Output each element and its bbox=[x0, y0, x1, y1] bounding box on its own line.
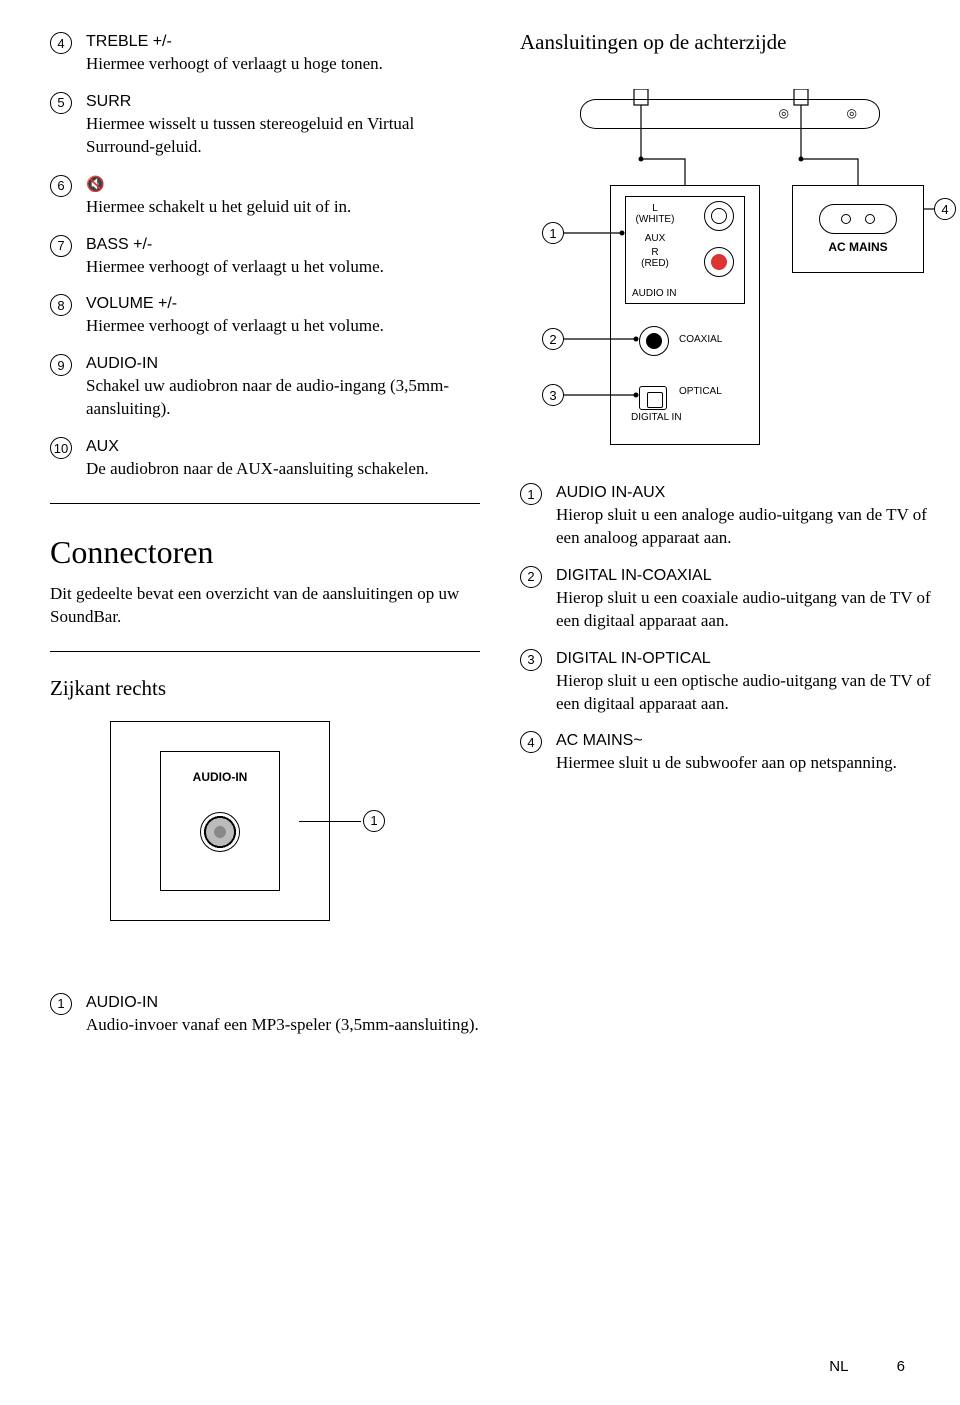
item-number: 2 bbox=[520, 566, 542, 588]
back-panel-diagram: ◎ ◎ L (WHITE) bbox=[520, 81, 940, 461]
item-desc: Schakel uw audiobron naar de audio-ingan… bbox=[86, 376, 449, 418]
list-item: 4 AC MAINS~ Hiermee sluit u de subwoofer… bbox=[520, 729, 940, 775]
rca-white-icon bbox=[704, 201, 734, 231]
back-connectors-list: 1 AUDIO IN-AUX Hierop sluit u een analog… bbox=[520, 481, 940, 775]
item-number: 7 bbox=[50, 235, 72, 257]
aux-label: AUX bbox=[645, 233, 666, 244]
callout-number: 3 bbox=[542, 384, 564, 406]
item-title: DIGITAL IN-OPTICAL bbox=[556, 650, 711, 667]
r-label: R bbox=[651, 247, 658, 258]
mute-icon: 🔇 bbox=[86, 176, 105, 193]
item-title: DIGITAL IN-COAXIAL bbox=[556, 567, 712, 584]
divider bbox=[50, 503, 480, 504]
item-number: 3 bbox=[520, 649, 542, 671]
item-title: AUDIO IN-AUX bbox=[556, 484, 665, 501]
heading-back-connections: Aansluitingen op de achterzijde bbox=[520, 30, 940, 55]
list-item: 2 DIGITAL IN-COAXIAL Hierop sluit u een … bbox=[520, 564, 940, 633]
callout-number: 1 bbox=[363, 810, 385, 832]
white-label: (WHITE) bbox=[636, 214, 675, 225]
list-item: 6 🔇 Hiermee schakelt u het geluid uit of… bbox=[50, 173, 480, 219]
heading-connectoren: Connectoren bbox=[50, 534, 480, 571]
list-item: 1 AUDIO IN-AUX Hierop sluit u een analog… bbox=[520, 481, 940, 550]
item-number: 9 bbox=[50, 354, 72, 376]
item-desc: Hierop sluit u een analoge audio-uitgang… bbox=[556, 505, 927, 547]
item-number: 4 bbox=[520, 731, 542, 753]
footer-lang: NL bbox=[829, 1358, 848, 1375]
list-item: 9 AUDIO-IN Schakel uw audiobron naar de … bbox=[50, 352, 480, 421]
item-number: 5 bbox=[50, 92, 72, 114]
divider bbox=[50, 651, 480, 652]
item-title: TREBLE +/- bbox=[86, 33, 172, 50]
item-title: AUX bbox=[86, 438, 119, 455]
list-item: 8 VOLUME +/- Hiermee verhoogt of verlaag… bbox=[50, 292, 480, 338]
audio-in-jack-box: AUDIO-IN bbox=[160, 751, 280, 891]
item-number: 6 bbox=[50, 175, 72, 197]
item-title: SURR bbox=[86, 93, 131, 110]
optical-icon bbox=[639, 386, 667, 410]
item-desc: De audiobron naar de AUX-aansluiting sch… bbox=[86, 459, 429, 478]
item-title: VOLUME +/- bbox=[86, 295, 177, 312]
red-label: (RED) bbox=[641, 258, 669, 269]
list-item: 7 BASS +/- Hiermee verhoogt of verlaagt … bbox=[50, 233, 480, 279]
rca-coaxial-icon bbox=[639, 326, 669, 356]
optical-label: OPTICAL bbox=[679, 386, 722, 397]
jack-icon bbox=[200, 812, 240, 852]
audio-in-label: AUDIO-IN bbox=[161, 770, 279, 784]
callout-number: 4 bbox=[934, 198, 956, 220]
item-desc: Hiermee sluit u de subwoofer aan op nets… bbox=[556, 753, 897, 772]
item-desc: Audio-invoer vanaf een MP3-speler (3,5mm… bbox=[86, 1015, 479, 1034]
item-desc: Hiermee verhoogt of verlaagt u het volum… bbox=[86, 257, 384, 276]
ac-mains-socket-icon bbox=[819, 204, 897, 234]
heading-zijkant: Zijkant rechts bbox=[50, 676, 480, 701]
side-panel-diagram: AUDIO-IN 1 bbox=[110, 721, 330, 921]
item-title: BASS +/- bbox=[86, 236, 152, 253]
ac-mains-box: AC MAINS bbox=[792, 185, 924, 273]
remote-functions-list: 4 TREBLE +/- Hiermee verhoogt of verlaag… bbox=[50, 30, 480, 481]
list-item: 4 TREBLE +/- Hiermee verhoogt of verlaag… bbox=[50, 30, 480, 76]
item-desc: Hiermee verhoogt of verlaagt u het volum… bbox=[86, 316, 384, 335]
item-desc: Hiermee verhoogt of verlaagt u hoge tone… bbox=[86, 54, 383, 73]
footer-page: 6 bbox=[897, 1358, 905, 1375]
item-desc: Hierop sluit u een coaxiale audio-uitgan… bbox=[556, 588, 931, 630]
item-desc: Hierop sluit u een optische audio-uitgan… bbox=[556, 671, 931, 713]
list-item: 3 DIGITAL IN-OPTICAL Hierop sluit u een … bbox=[520, 647, 940, 716]
item-title: AC MAINS~ bbox=[556, 732, 643, 749]
page-footer: NL 6 bbox=[829, 1358, 905, 1375]
item-number: 1 bbox=[50, 993, 72, 1015]
rca-red-icon bbox=[704, 247, 734, 277]
ac-mains-label: AC MAINS bbox=[828, 240, 887, 254]
connectoren-para: Dit gedeelte bevat een overzicht van de … bbox=[50, 583, 480, 629]
bracket-left-icon bbox=[630, 89, 652, 137]
soundbar-icon: ◎ ◎ bbox=[580, 99, 880, 129]
callout-number: 1 bbox=[542, 222, 564, 244]
connector-panel: L (WHITE) AUX R (RED) AUDIO IN bbox=[610, 185, 760, 445]
item-desc: Hiermee wisselt u tussen stereogeluid en… bbox=[86, 114, 414, 156]
item-number: 10 bbox=[50, 437, 72, 459]
callout-number: 2 bbox=[542, 328, 564, 350]
item-number: 8 bbox=[50, 294, 72, 316]
item-number: 4 bbox=[50, 32, 72, 54]
coaxial-label: COAXIAL bbox=[679, 334, 722, 345]
item-desc: Hiermee schakelt u het geluid uit of in. bbox=[86, 197, 351, 216]
item-number: 1 bbox=[520, 483, 542, 505]
callout-line bbox=[299, 821, 361, 822]
list-item: 1 AUDIO-IN Audio-invoer vanaf een MP3-sp… bbox=[50, 991, 905, 1037]
aux-group: L (WHITE) AUX R (RED) AUDIO IN bbox=[625, 196, 745, 304]
list-item: 5 SURR Hiermee wisselt u tussen stereoge… bbox=[50, 90, 480, 159]
side-connectors-list: 1 AUDIO-IN Audio-invoer vanaf een MP3-sp… bbox=[50, 991, 905, 1037]
audio-in-label: AUDIO IN bbox=[632, 288, 676, 299]
bracket-right-icon bbox=[790, 89, 812, 137]
list-item: 10 AUX De audiobron naar de AUX-aansluit… bbox=[50, 435, 480, 481]
item-title: AUDIO-IN bbox=[86, 355, 158, 372]
item-title: AUDIO-IN bbox=[86, 994, 158, 1011]
digital-in-label: DIGITAL IN bbox=[631, 412, 682, 423]
l-label: L bbox=[652, 203, 658, 214]
